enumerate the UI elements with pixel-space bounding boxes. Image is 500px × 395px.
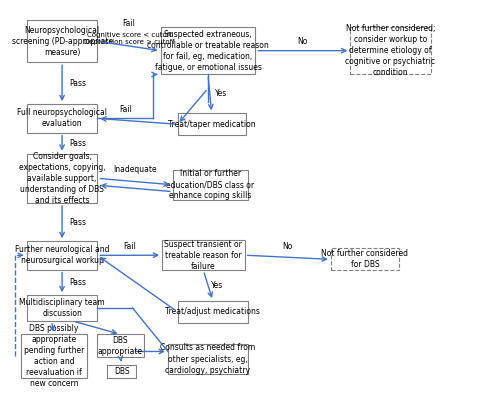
Text: Depression score > cutoff: Depression score > cutoff: [84, 39, 174, 45]
Text: Pass: Pass: [70, 278, 86, 287]
Text: Not further considered;
consider workup to
determine etiology of
cognitive or ps: Not further considered; consider workup …: [346, 24, 436, 77]
Text: Yes: Yes: [216, 89, 228, 98]
FancyBboxPatch shape: [27, 104, 98, 133]
Text: DBS possibly
appropriate
pending further
action and
reevaluation if
new concern: DBS possibly appropriate pending further…: [24, 324, 84, 388]
Text: Suspected extraneous,
controllable or treatable reason
for fail, eg, medication,: Suspected extraneous, controllable or tr…: [147, 30, 269, 72]
Text: Further neurological and
neurosurgical workup: Further neurological and neurosurgical w…: [15, 245, 110, 265]
Text: No: No: [298, 37, 308, 46]
FancyBboxPatch shape: [350, 27, 430, 74]
FancyBboxPatch shape: [107, 365, 136, 378]
Text: Suspect transient or
treatable reason for
failure: Suspect transient or treatable reason fo…: [164, 240, 242, 271]
Text: Multidisciplinary team
discussion: Multidisciplinary team discussion: [20, 298, 105, 318]
Text: Pass: Pass: [70, 139, 86, 148]
FancyBboxPatch shape: [178, 113, 246, 135]
Text: DBS: DBS: [114, 367, 130, 376]
Text: DBS
appropriate: DBS appropriate: [98, 336, 143, 356]
Text: Yes: Yes: [210, 281, 223, 290]
Text: Treat/taper medication: Treat/taper medication: [168, 120, 256, 129]
FancyBboxPatch shape: [27, 241, 98, 270]
Text: Fail: Fail: [119, 105, 132, 114]
Text: Neuropsychological
screening (PD-appropriate
measure): Neuropsychological screening (PD-appropr…: [12, 26, 112, 57]
FancyBboxPatch shape: [27, 21, 98, 62]
FancyBboxPatch shape: [168, 344, 248, 374]
Text: Pass: Pass: [70, 218, 86, 227]
Text: Fail: Fail: [124, 242, 136, 251]
Text: Full neuropsychological
evaluation: Full neuropsychological evaluation: [17, 108, 107, 128]
FancyBboxPatch shape: [27, 295, 98, 321]
Text: No: No: [282, 242, 293, 250]
FancyBboxPatch shape: [160, 27, 256, 74]
FancyBboxPatch shape: [27, 154, 98, 203]
FancyBboxPatch shape: [98, 334, 144, 357]
Text: Consider goals,
expectations, copying,
available support,
understanding of DBS
a: Consider goals, expectations, copying, a…: [19, 152, 106, 205]
FancyBboxPatch shape: [162, 240, 244, 271]
Text: Treat/adjust medications: Treat/adjust medications: [166, 307, 260, 316]
Text: Initial or further
education/DBS class or
enhance coping skills: Initial or further education/DBS class o…: [166, 169, 254, 200]
Text: Consults as needed from
other specialists, eg,
cardiology, psychiatry: Consults as needed from other specialist…: [160, 344, 256, 375]
Text: Not further considered
for DBS: Not further considered for DBS: [322, 249, 408, 269]
FancyBboxPatch shape: [172, 169, 248, 200]
FancyBboxPatch shape: [21, 334, 86, 378]
Text: Inadequate: Inadequate: [113, 165, 157, 174]
Text: Fail: Fail: [122, 19, 136, 28]
FancyBboxPatch shape: [178, 301, 248, 323]
Text: Pass: Pass: [70, 79, 86, 88]
Text: Cognitive score < cutoff: Cognitive score < cutoff: [86, 32, 172, 38]
FancyBboxPatch shape: [331, 248, 399, 271]
